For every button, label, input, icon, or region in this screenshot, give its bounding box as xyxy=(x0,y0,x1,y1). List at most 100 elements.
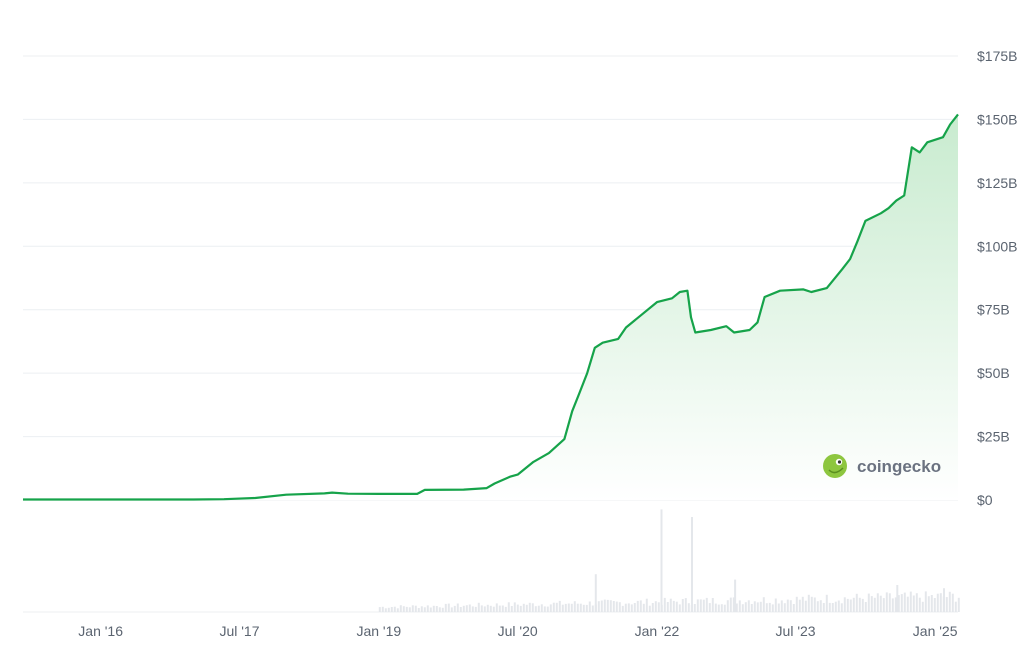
volume-bar xyxy=(405,606,408,612)
volume-bar xyxy=(876,593,879,612)
volume-bar xyxy=(948,591,951,612)
volume-bar xyxy=(867,593,870,612)
volume-bar xyxy=(735,603,738,612)
volume-bar xyxy=(396,608,399,612)
volume-bar xyxy=(753,601,756,612)
volume-bar xyxy=(957,597,960,612)
volume-bar xyxy=(924,591,927,612)
volume-bar xyxy=(597,601,600,612)
volume-bar xyxy=(600,600,603,612)
volume-bar xyxy=(765,603,768,612)
x-axis: Jan '16 Jul '17 Jan '19 Jul '20 Jan '22 Jul '… xyxy=(78,623,957,639)
volume-bar xyxy=(801,596,804,612)
volume-bar xyxy=(546,606,549,612)
volume-bar xyxy=(519,605,522,612)
volume-bar xyxy=(714,603,717,612)
volume-bar xyxy=(828,602,831,612)
volume-bar xyxy=(909,591,912,612)
x-tick-label: Jul '23 xyxy=(776,623,816,639)
volume-bar xyxy=(666,602,669,612)
y-tick-label: $0 xyxy=(977,492,993,508)
volume-bar xyxy=(945,597,948,612)
volume-bar xyxy=(687,603,690,612)
volume-bar xyxy=(555,602,558,612)
volume-bar xyxy=(411,605,414,612)
x-tick-label: Jan '22 xyxy=(635,623,680,639)
volume-bar xyxy=(762,597,765,612)
volume-bar xyxy=(813,597,816,612)
volume-bar xyxy=(927,596,930,612)
volume-bar xyxy=(744,602,747,612)
volume-bars xyxy=(378,509,960,612)
volume-bar xyxy=(567,603,570,612)
volume-bar xyxy=(894,597,897,612)
volume-bar xyxy=(435,606,438,612)
coingecko-watermark: coingecko xyxy=(823,454,941,478)
volume-bar xyxy=(654,601,657,612)
y-tick-label: $175B xyxy=(977,48,1017,64)
volume-bar xyxy=(510,606,513,612)
volume-bar xyxy=(858,597,861,612)
volume-bar xyxy=(891,598,894,612)
volume-bar xyxy=(549,604,552,612)
volume-bar xyxy=(675,601,678,612)
volume-bar xyxy=(873,597,876,612)
y-tick-label: $75B xyxy=(977,302,1010,318)
volume-bar xyxy=(639,600,642,612)
volume-bar xyxy=(465,605,468,612)
volume-bar xyxy=(423,607,426,612)
volume-bar xyxy=(462,605,465,612)
volume-bar xyxy=(888,593,891,612)
volume-bar xyxy=(657,602,660,612)
volume-bar xyxy=(636,600,639,612)
volume-bar xyxy=(507,602,510,612)
volume-bar xyxy=(810,596,813,612)
market-cap-area xyxy=(23,114,958,501)
x-tick-label: Jul '20 xyxy=(498,623,538,639)
x-tick-label: Jan '25 xyxy=(913,623,958,639)
volume-bar xyxy=(699,599,702,612)
volume-bar xyxy=(387,607,390,612)
volume-bar xyxy=(582,604,585,612)
volume-bar xyxy=(705,597,708,612)
volume-bar xyxy=(393,606,396,612)
volume-bar xyxy=(621,605,624,612)
volume-bar xyxy=(816,601,819,612)
volume-bar xyxy=(912,595,915,612)
volume-bar xyxy=(777,603,780,612)
volume-bar xyxy=(882,598,885,612)
volume-bar xyxy=(651,603,654,612)
volume-bar xyxy=(684,598,687,612)
volume-bar xyxy=(846,598,849,612)
volume-bar xyxy=(921,601,924,612)
volume-bar xyxy=(615,601,618,612)
volume-bar xyxy=(951,593,954,612)
volume-bar xyxy=(501,605,504,612)
volume-bar xyxy=(612,601,615,612)
volume-bar xyxy=(441,607,444,612)
volume-bar xyxy=(591,605,594,612)
volume-bar xyxy=(525,604,528,612)
volume-bar xyxy=(630,604,633,612)
volume-bar xyxy=(807,594,810,612)
volume-bar xyxy=(483,606,486,612)
volume-bar xyxy=(729,597,732,612)
volume-bar xyxy=(837,600,840,612)
volume-bar xyxy=(849,599,852,612)
volume-bar xyxy=(747,600,750,612)
volume-bar xyxy=(669,598,672,612)
volume-bar xyxy=(498,605,501,612)
volume-bar xyxy=(897,595,900,612)
volume-bar xyxy=(645,598,648,612)
volume-bar xyxy=(444,603,447,612)
volume-bar xyxy=(492,606,495,612)
volume-bar xyxy=(795,596,798,612)
y-tick-label: $125B xyxy=(977,175,1017,191)
volume-bar xyxy=(576,603,579,612)
volume-bar xyxy=(477,602,480,612)
volume-bar xyxy=(918,597,921,612)
volume-bar xyxy=(543,606,546,612)
volume-bar xyxy=(627,603,630,612)
volume-bar xyxy=(681,599,684,612)
